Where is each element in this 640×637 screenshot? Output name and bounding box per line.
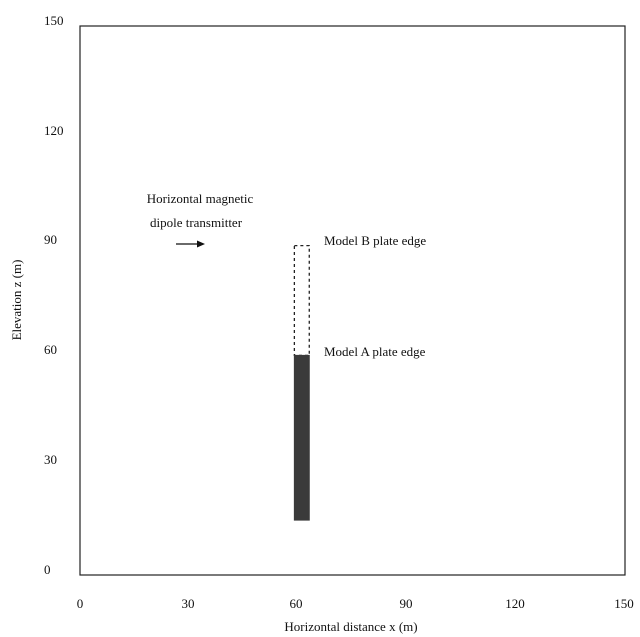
y-tick-labels: 0 30 60 90 120 150 xyxy=(44,13,64,577)
transmitter-annotation: Horizontal magnetic dipole transmitter xyxy=(147,191,254,248)
model-a-plate xyxy=(293,354,310,521)
x-tick-label: 30 xyxy=(182,596,195,611)
y-tick-label: 120 xyxy=(44,123,64,138)
x-tick-label: 90 xyxy=(400,596,413,611)
y-tick-label: 0 xyxy=(44,562,51,577)
transmitter-arrow-icon xyxy=(176,240,205,248)
x-tick-label: 150 xyxy=(614,596,634,611)
x-tick-label: 120 xyxy=(505,596,525,611)
transmitter-label-line2: dipole transmitter xyxy=(150,215,243,230)
x-tick-label: 0 xyxy=(77,596,84,611)
y-tick-label: 90 xyxy=(44,232,57,247)
model-a-label: Model A plate edge xyxy=(324,344,426,359)
x-tick-labels: 0 30 60 90 120 150 xyxy=(77,596,634,611)
y-tick-label: 30 xyxy=(44,452,57,467)
x-tick-label: 60 xyxy=(290,596,303,611)
y-tick-label: 60 xyxy=(44,342,57,357)
plot-frame xyxy=(79,25,626,576)
model-b-plate xyxy=(293,244,310,357)
x-axis-title: Horizontal distance x (m) xyxy=(284,619,417,634)
model-b-label: Model B plate edge xyxy=(324,233,426,248)
transmitter-label-line1: Horizontal magnetic xyxy=(147,191,254,206)
y-tick-label: 150 xyxy=(44,13,64,28)
y-axis-title: Elevation z (m) xyxy=(9,260,24,341)
